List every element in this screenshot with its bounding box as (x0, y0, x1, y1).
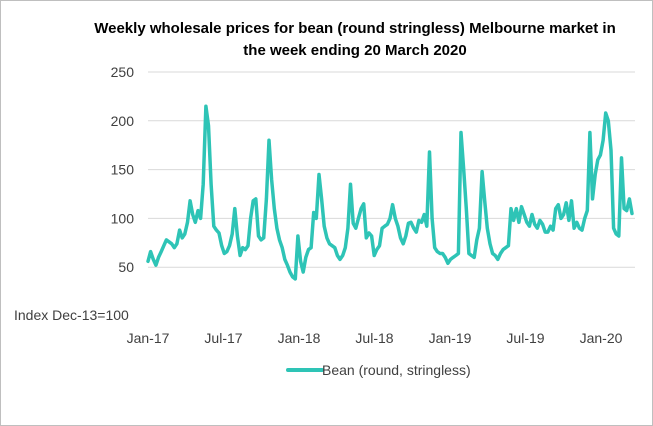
y-tick-label: 200 (111, 113, 135, 129)
y-axis-ticks: 50 100 150 200 250 (111, 64, 135, 275)
x-tick-label: Jul-19 (506, 330, 544, 346)
series-bean-round-stringless (146, 104, 634, 281)
y-axis-label: Index Dec-13=100 (14, 307, 129, 323)
y-tick-label: 250 (111, 64, 135, 80)
x-tick-label: Jan-20 (580, 330, 623, 346)
gridlines (148, 71, 635, 268)
legend: Bean (round, stringless) (286, 362, 471, 378)
series-line (146, 104, 634, 281)
y-tick-label: 100 (111, 210, 135, 226)
chart-title-line-2: the week ending 20 March 2020 (243, 42, 467, 59)
x-tick-label: Jan-17 (127, 330, 170, 346)
chart-title-line-1: Weekly wholesale prices for bean (round … (94, 20, 616, 37)
y-tick-label: 150 (111, 162, 135, 178)
x-tick-label: Jan-19 (429, 330, 472, 346)
chart-title: Weekly wholesale prices for bean (round … (60, 18, 650, 62)
x-tick-label: Jul-17 (204, 330, 242, 346)
x-tick-label: Jan-18 (278, 330, 321, 346)
legend-label: Bean (round, stringless) (322, 362, 471, 378)
x-axis-ticks: Jan-17 Jul-17 Jan-18 Jul-18 Jan-19 Jul-19 Jan-… (127, 330, 623, 346)
y-tick-label: 50 (118, 259, 134, 275)
x-tick-label: Jul-18 (355, 330, 393, 346)
